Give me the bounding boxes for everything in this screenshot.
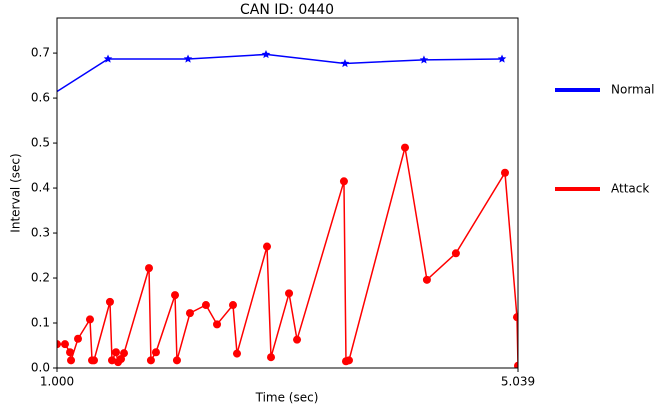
x-tick-label: 5.039	[501, 375, 535, 389]
point	[171, 291, 180, 300]
point	[112, 348, 121, 357]
point	[25, 105, 34, 113]
y-tick-label: 0.7	[31, 46, 50, 60]
point	[339, 177, 348, 186]
y-tick-label: 0.0	[31, 361, 50, 375]
point	[185, 309, 194, 318]
point	[151, 348, 160, 357]
point	[401, 143, 410, 152]
point	[285, 289, 294, 298]
point	[85, 315, 94, 324]
y-tick-label: 0.4	[31, 181, 50, 195]
point	[261, 49, 271, 59]
point	[293, 335, 302, 344]
point	[232, 349, 241, 358]
point	[74, 334, 83, 343]
point	[89, 356, 98, 365]
point	[119, 349, 128, 358]
point	[512, 313, 518, 322]
point	[66, 348, 75, 357]
plot-area	[25, 49, 518, 368]
y-tick-label: 0.2	[31, 271, 50, 285]
plot-frame	[56, 17, 519, 369]
point	[497, 54, 507, 63]
y-axis-label: Interval (sec)	[9, 153, 23, 232]
point	[500, 168, 509, 177]
point	[144, 264, 153, 273]
chart-title: CAN ID: 0440	[240, 2, 334, 18]
point	[267, 353, 276, 362]
y-tick-label: 0.5	[31, 136, 50, 150]
point	[57, 340, 61, 349]
point	[172, 356, 181, 365]
point	[422, 275, 431, 284]
series-line	[57, 147, 518, 366]
point	[344, 356, 353, 365]
point	[340, 58, 350, 68]
x-tick-label: 1.000	[40, 375, 74, 389]
point	[419, 55, 429, 64]
y-tick-label: 0.3	[31, 226, 50, 240]
y-tick-label: 0.6	[31, 91, 50, 105]
point	[514, 361, 518, 368]
point	[146, 356, 155, 365]
point	[263, 242, 272, 251]
y-tick-label: 0.1	[31, 316, 50, 330]
series-line	[57, 53, 503, 93]
x-axis-label: Time (sec)	[255, 391, 319, 405]
point	[67, 356, 76, 365]
point	[201, 301, 210, 310]
legend-label: Normal	[611, 83, 654, 97]
point	[60, 340, 69, 349]
point	[451, 249, 460, 258]
point	[228, 301, 237, 310]
point	[183, 54, 193, 63]
point	[108, 356, 117, 365]
point	[105, 297, 114, 306]
point	[103, 54, 113, 63]
legend-label: Attack	[611, 182, 649, 196]
point	[213, 320, 222, 329]
